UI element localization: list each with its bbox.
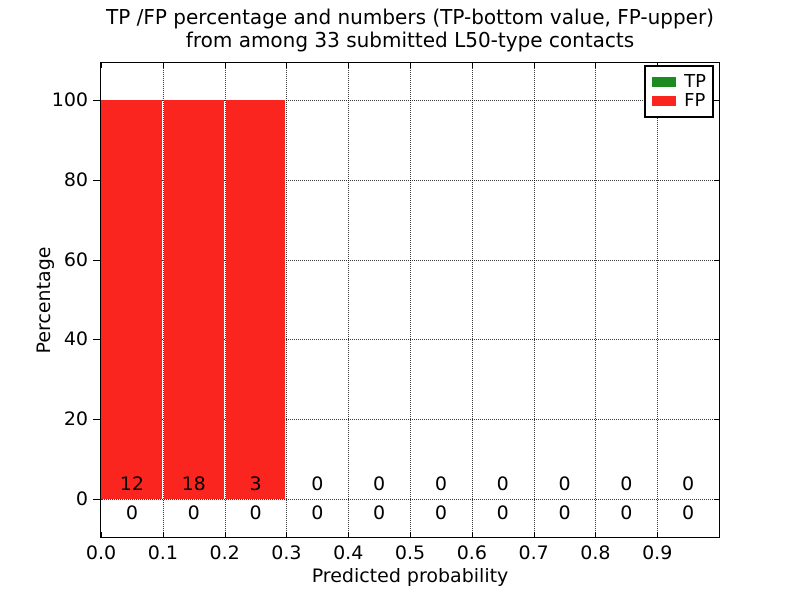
y-tick-mark-left — [93, 419, 100, 421]
fp-legend-label: FP — [684, 90, 706, 111]
x-tick-mark-bottom — [163, 532, 164, 537]
y-tick-mark-right — [714, 259, 719, 261]
annotation-tp-count: 0 — [249, 502, 262, 524]
x-tick-mark-bottom — [657, 532, 658, 537]
x-tick-label: 0.5 — [394, 542, 426, 564]
y-tick-label: 40 — [63, 328, 88, 351]
y-tick-label: 100 — [51, 89, 88, 111]
annotation-fp-count: 0 — [682, 473, 695, 495]
tp-legend-swatch — [652, 77, 677, 87]
annotation-fp-count: 0 — [558, 473, 571, 495]
y-tick-label: 60 — [63, 248, 88, 271]
y-tick-mark-left — [93, 499, 100, 500]
annotation-tp-count: 0 — [125, 502, 138, 524]
x-tick-label: 0.6 — [456, 542, 487, 564]
gridline-vertical — [286, 63, 287, 537]
x-tick-mark-bottom — [410, 532, 411, 537]
chart-title-line2: from among 33 submitted L50-type contact… — [185, 28, 635, 52]
x-tick-mark-top — [348, 63, 349, 68]
gridline-vertical — [225, 63, 226, 537]
annotation-fp-count: 3 — [249, 473, 262, 495]
x-tick-mark-top — [534, 63, 535, 68]
annotation-fp-count: 18 — [181, 473, 206, 495]
y-tick-mark-right — [714, 100, 719, 101]
annotation-tp-count: 0 — [496, 502, 509, 524]
annotation-fp-count: 12 — [119, 473, 144, 495]
y-tick-mark-left — [93, 100, 100, 101]
x-tick-mark-bottom — [595, 532, 596, 537]
x-tick-mark-top — [286, 63, 287, 68]
x-tick-mark-top — [163, 63, 164, 68]
bar-segment-fp — [163, 100, 224, 499]
x-tick-label: 0.9 — [642, 542, 673, 564]
legend-item-tp: TP — [652, 71, 706, 92]
annotation-tp-count: 0 — [311, 502, 324, 524]
annotation-tp-count: 0 — [558, 502, 571, 524]
y-tick-mark-left — [93, 259, 100, 261]
y-tick-label: 20 — [63, 408, 88, 431]
gridline-vertical — [348, 63, 349, 537]
x-tick-label: 0.4 — [333, 542, 364, 564]
bar-segment-fp — [225, 100, 286, 499]
y-tick-mark-right — [714, 179, 719, 181]
gridline-vertical — [595, 63, 596, 537]
x-tick-mark-top — [595, 63, 596, 68]
tp-legend-label: TP — [684, 71, 706, 92]
gridline-vertical — [163, 63, 164, 537]
bar-segment-fp — [101, 100, 162, 499]
legend: TP FP — [644, 65, 714, 118]
annotation-tp-count: 0 — [434, 502, 447, 524]
x-tick-mark-top — [225, 63, 226, 68]
x-tick-label: 0.8 — [580, 542, 611, 564]
plot-area: TP FP 0 0 0 0 0 0 0 0 0 0 12 18 3 0 0 0 0 0 0 0 — [93, 62, 720, 538]
x-tick-label: 0.0 — [85, 542, 117, 564]
gridline-vertical — [410, 63, 411, 537]
y-tick-label: 0 — [75, 488, 88, 510]
annotation-fp-count: 0 — [311, 473, 324, 495]
annotation-fp-count: 0 — [496, 473, 509, 495]
y-tick-label: 80 — [63, 168, 88, 191]
chart-title-line1: TP /FP percentage and numbers (TP-bottom… — [106, 5, 714, 29]
gridline-vertical — [534, 63, 535, 537]
chart-title: TP /FP percentage and numbers (TP-bottom… — [100, 6, 720, 52]
x-tick-label: 0.7 — [518, 542, 549, 564]
x-axis-label: Predicted probability — [311, 565, 509, 587]
annotation-fp-count: 0 — [620, 473, 633, 495]
x-tick-mark-bottom — [225, 532, 226, 537]
gridline-vertical — [472, 63, 473, 537]
fp-legend-swatch — [652, 96, 677, 106]
x-tick-mark-top — [410, 63, 411, 68]
x-tick-mark-bottom — [348, 532, 349, 537]
x-tick-mark-bottom — [101, 532, 102, 537]
annotation-fp-count: 0 — [434, 473, 447, 495]
y-tick-mark-left — [93, 339, 100, 341]
gridline-vertical — [657, 63, 658, 537]
x-tick-mark-bottom — [286, 532, 287, 537]
y-tick-mark-right — [714, 419, 719, 421]
annotation-tp-count: 0 — [682, 502, 695, 524]
x-tick-mark-bottom — [472, 532, 473, 537]
x-tick-label: 0.2 — [209, 542, 240, 564]
x-tick-label: 0.1 — [147, 542, 178, 564]
y-tick-mark-left — [93, 179, 100, 181]
annotation-tp-count: 0 — [187, 502, 200, 524]
x-tick-label: 0.3 — [271, 542, 302, 564]
legend-item-fp: FP — [652, 90, 706, 111]
y-tick-mark-right — [714, 499, 719, 500]
annotation-fp-count: 0 — [373, 473, 386, 495]
annotation-tp-count: 0 — [373, 502, 386, 524]
x-tick-mark-bottom — [534, 532, 535, 537]
x-tick-mark-top — [101, 63, 102, 68]
x-tick-mark-top — [472, 63, 473, 68]
y-tick-mark-right — [714, 339, 719, 341]
annotation-tp-count: 0 — [620, 502, 633, 524]
